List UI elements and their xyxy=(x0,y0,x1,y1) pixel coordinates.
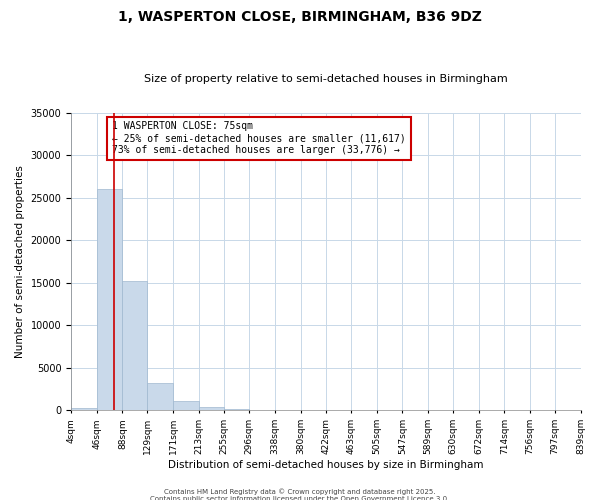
Bar xyxy=(122,281,148,410)
Text: 1, WASPERTON CLOSE, BIRMINGHAM, B36 9DZ: 1, WASPERTON CLOSE, BIRMINGHAM, B36 9DZ xyxy=(118,10,482,24)
Bar xyxy=(224,409,249,410)
Bar xyxy=(97,189,122,410)
Bar xyxy=(173,401,199,410)
Bar xyxy=(199,407,224,410)
Y-axis label: Number of semi-detached properties: Number of semi-detached properties xyxy=(15,165,25,358)
Text: 1 WASPERTON CLOSE: 75sqm
← 25% of semi-detached houses are smaller (11,617)
73% : 1 WASPERTON CLOSE: 75sqm ← 25% of semi-d… xyxy=(112,122,406,154)
Text: Contains public sector information licensed under the Open Government Licence 3.: Contains public sector information licen… xyxy=(151,496,449,500)
Bar xyxy=(148,383,173,410)
Bar xyxy=(71,408,97,410)
Text: Contains HM Land Registry data © Crown copyright and database right 2025.: Contains HM Land Registry data © Crown c… xyxy=(164,488,436,495)
X-axis label: Distribution of semi-detached houses by size in Birmingham: Distribution of semi-detached houses by … xyxy=(168,460,484,470)
Title: Size of property relative to semi-detached houses in Birmingham: Size of property relative to semi-detach… xyxy=(144,74,508,84)
